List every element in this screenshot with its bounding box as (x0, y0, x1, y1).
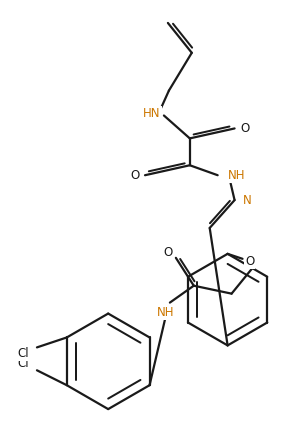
Text: Cl: Cl (17, 357, 29, 370)
Text: NH: NH (157, 306, 175, 319)
Text: O: O (163, 247, 173, 259)
Text: N: N (243, 194, 251, 206)
Text: O: O (245, 255, 254, 268)
Text: Cl: Cl (17, 347, 29, 360)
Text: O: O (240, 122, 249, 135)
Text: NH: NH (228, 169, 245, 182)
Text: O: O (130, 169, 140, 182)
Text: HN: HN (143, 107, 161, 120)
